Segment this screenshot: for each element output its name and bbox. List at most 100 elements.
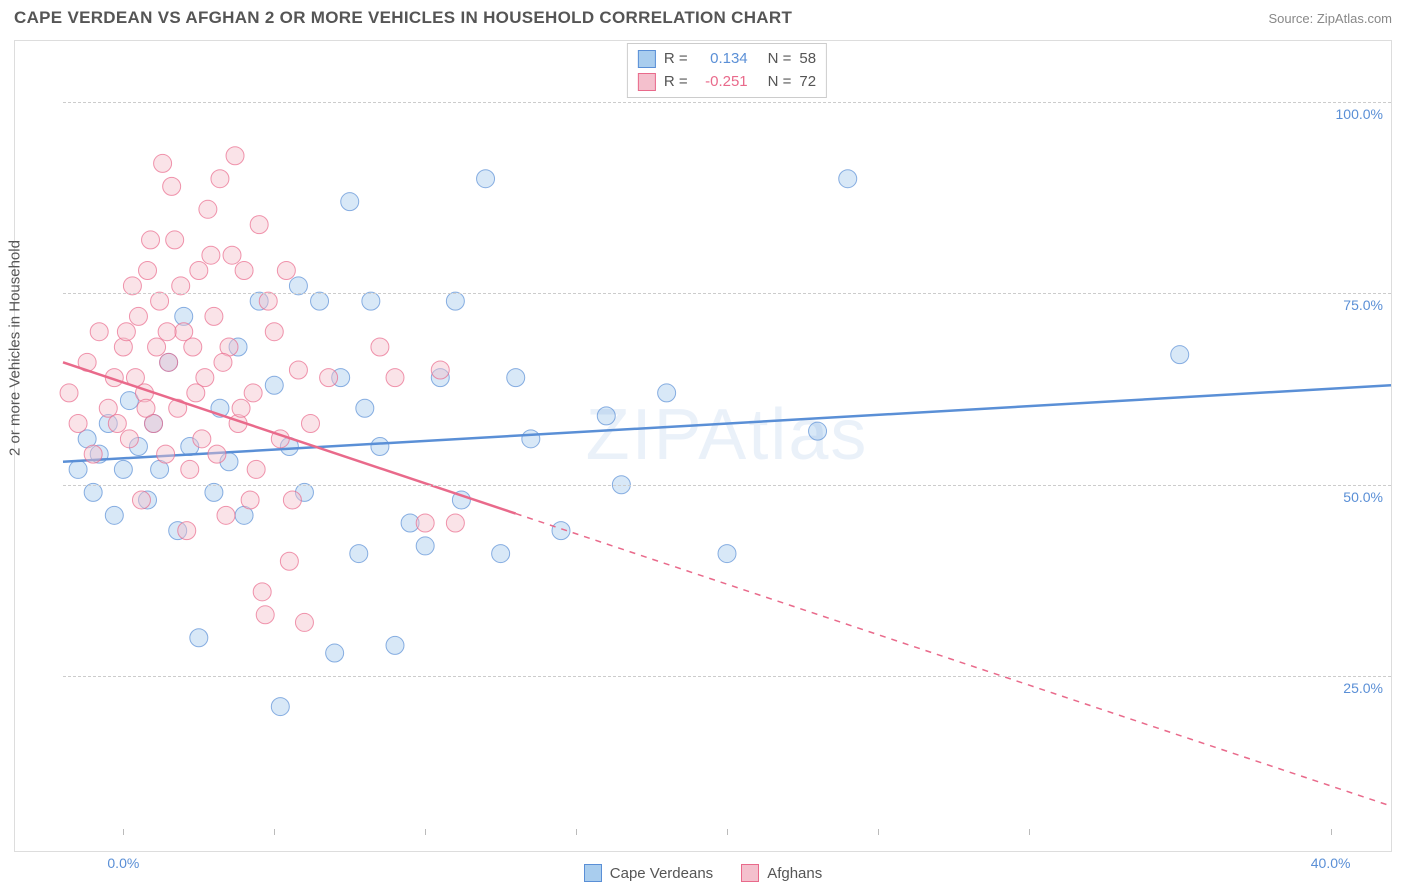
data-point [217,506,235,524]
data-point [341,193,359,211]
data-point [386,636,404,654]
data-point [253,583,271,601]
data-point [211,170,229,188]
data-point [235,262,253,280]
data-point [356,399,374,417]
data-point [658,384,676,402]
data-point [69,415,87,433]
legend-label: Cape Verdeans [610,865,713,882]
chart-container: 2 or more Vehicles in Household ZIPAtlas… [14,40,1392,852]
data-point [416,537,434,555]
y-axis-label: 2 or more Vehicles in Household [7,436,24,456]
data-point [431,361,449,379]
bottom-legend: Cape Verdeans Afghans [0,864,1406,882]
data-point [178,522,196,540]
data-point [108,415,126,433]
data-point [271,698,289,716]
legend-swatch [741,864,759,882]
stats-row: R =0.134N =58 [638,48,816,71]
data-point [320,369,338,387]
x-tick [576,829,577,835]
data-point [114,460,132,478]
data-point [247,460,265,478]
legend-label: Afghans [767,865,822,882]
data-point [311,292,329,310]
data-point [69,460,87,478]
data-point [232,399,250,417]
y-tick-label: 25.0% [1343,680,1383,696]
y-tick-label: 50.0% [1343,489,1383,505]
data-point [289,277,307,295]
data-point [129,307,147,325]
data-point [259,292,277,310]
legend-item: Afghans [741,864,822,882]
data-point [477,170,495,188]
data-point [158,323,176,341]
data-point [193,430,211,448]
data-point [205,483,223,501]
x-tick [1029,829,1030,835]
chart-title: CAPE VERDEAN VS AFGHAN 2 OR MORE VEHICLE… [14,8,792,28]
data-point [184,338,202,356]
data-point [522,430,540,448]
data-point [718,545,736,563]
data-point [163,177,181,195]
data-point [137,399,155,417]
data-point [552,522,570,540]
data-point [120,430,138,448]
stat-n-label: N = [768,48,792,71]
data-point [187,384,205,402]
gridline [63,676,1391,677]
data-point [148,338,166,356]
legend-swatch [584,864,602,882]
legend-swatch [638,50,656,68]
data-point [84,445,102,463]
legend-item: Cape Verdeans [584,864,713,882]
plot-area: ZIPAtlas R =0.134N =58R =-0.251N =72 25.… [63,41,1391,829]
data-point [280,552,298,570]
data-point [181,460,199,478]
data-point [205,307,223,325]
data-point [350,545,368,563]
data-point [223,246,241,264]
stats-row: R =-0.251N =72 [638,71,816,94]
data-point [199,200,217,218]
stat-n-label: N = [768,71,792,94]
stats-legend: R =0.134N =58R =-0.251N =72 [627,43,827,98]
gridline [63,293,1391,294]
data-point [265,376,283,394]
x-tick [123,829,124,835]
x-tick [274,829,275,835]
data-point [839,170,857,188]
data-point [123,277,141,295]
y-tick-label: 75.0% [1343,297,1383,313]
data-point [208,445,226,463]
gridline [63,485,1391,486]
stat-r-label: R = [664,48,688,71]
data-point [190,629,208,647]
data-point [416,514,434,532]
data-point [507,369,525,387]
data-point [295,613,313,631]
data-point [226,147,244,165]
data-point [160,353,178,371]
data-point [172,277,190,295]
data-point [446,292,464,310]
data-point [154,154,172,172]
data-point [809,422,827,440]
data-point [597,407,615,425]
y-tick-label: 100.0% [1336,106,1383,122]
data-point [117,323,135,341]
data-point [90,323,108,341]
data-point [326,644,344,662]
plot-svg [63,41,1391,829]
data-point [60,384,78,402]
data-point [142,231,160,249]
gridline [63,102,1391,103]
stat-r-label: R = [664,71,688,94]
data-point [492,545,510,563]
stat-n-value: 58 [799,48,816,71]
data-point [157,445,175,463]
data-point [301,415,319,433]
data-point [256,606,274,624]
